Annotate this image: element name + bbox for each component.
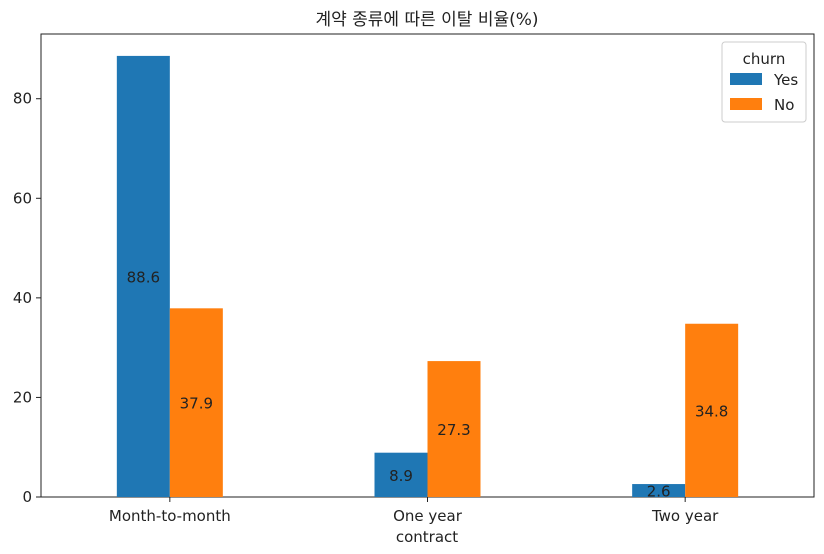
x-tick-label: Two year [651,507,719,525]
bar-no [685,323,739,497]
y-tick-label: 80 [13,90,32,108]
legend-label-yes: Yes [773,71,798,89]
bar-value-label: 37.9 [180,395,213,413]
x-axis-title: contract [396,528,458,546]
legend-swatch-yes [730,73,762,85]
x-tick-label: Month-to-month [109,507,231,525]
bar-value-label: 27.3 [437,421,470,439]
y-tick-label: 40 [13,289,32,307]
bar-yes [116,55,170,498]
y-tick-label: 20 [13,388,32,406]
bar-value-label: 88.6 [127,268,160,286]
x-axis: Month-to-month One year Two year [109,497,719,525]
chart-title: 계약 종류에 따른 이탈 비율(%) [315,10,538,30]
bar-value-label: 8.9 [389,467,413,485]
bar-no [169,308,223,497]
bar-no [427,361,481,497]
y-axis: 0 20 40 60 80 [13,90,41,506]
x-tick-label: One year [393,507,463,525]
y-tick-label: 0 [22,488,32,506]
legend-swatch-no [730,98,762,110]
bars [116,55,739,498]
bar-labels: 88.6 8.9 2.6 37.9 27.3 34.8 [127,268,729,500]
bar-value-label: 2.6 [647,483,671,501]
y-tick-label: 60 [13,189,32,207]
bar-value-label: 34.8 [695,402,728,420]
bar-yes [374,452,428,497]
bar-yes [632,484,686,497]
legend-label-no: No [774,96,794,114]
legend: churn Yes No [721,41,807,123]
legend-title: churn [743,50,786,68]
